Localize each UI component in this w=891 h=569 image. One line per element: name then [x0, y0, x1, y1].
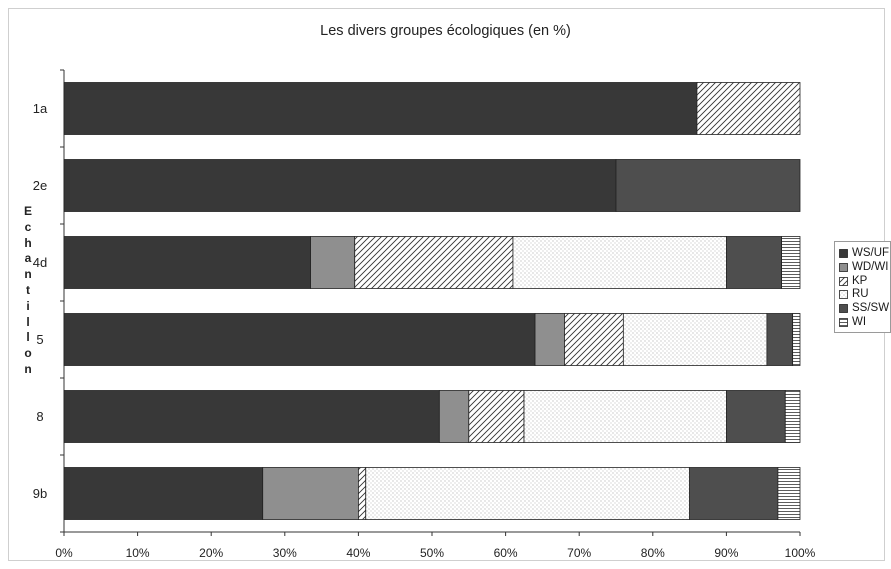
bar-segment-ws-uf — [63, 467, 264, 520]
x-tick-label: 90% — [714, 546, 738, 560]
category-label: 9b — [33, 486, 47, 501]
category-label: 4d — [33, 255, 47, 270]
bar-segment-ss-sw — [726, 236, 783, 289]
legend-label: WI — [852, 316, 867, 328]
y-axis-label-letter: a — [24, 251, 32, 266]
bar-segment-ws-uf — [63, 390, 440, 443]
legend-label: WS/UF — [852, 247, 890, 259]
bar-segment-ss-sw — [766, 313, 794, 366]
y-axis-label-letter: t — [26, 282, 30, 297]
x-tick-label: 60% — [494, 546, 518, 560]
bar-segment-ws-uf — [63, 159, 617, 212]
bar-segment-wi — [781, 236, 801, 289]
bar-segment-ru — [365, 467, 691, 520]
bar-segment-wi — [777, 467, 801, 520]
legend-label: SS/SW — [852, 302, 890, 315]
legend-swatch — [839, 249, 848, 258]
y-axis-label-letter: n — [24, 361, 32, 376]
bar-segment-kp — [354, 236, 514, 289]
x-tick-label: 80% — [641, 546, 665, 560]
y-axis-label-letter: l — [26, 330, 30, 345]
category-label: 2e — [33, 178, 47, 193]
x-tick-label: 30% — [273, 546, 297, 560]
x-tick-label: 50% — [420, 546, 444, 560]
category-label: 5 — [36, 332, 43, 347]
bar-segment-wd-wi — [310, 236, 356, 289]
x-tick-label: 0% — [55, 546, 73, 560]
y-axis-label-letter: l — [26, 314, 30, 329]
x-tick-label: 40% — [346, 546, 370, 560]
bar-segment-ws-uf — [63, 236, 311, 289]
chart-title: Les divers groupes écologiques (en %) — [320, 23, 571, 39]
y-axis-label-letter: h — [24, 235, 32, 250]
legend-label: KP — [852, 274, 868, 287]
bar-segment-wi — [792, 313, 801, 366]
bar-segment-ss-sw — [615, 159, 801, 212]
category-label: 8 — [36, 409, 43, 424]
legend-swatch — [839, 318, 848, 327]
legend-swatch — [839, 276, 848, 286]
bar-segment-kp — [468, 390, 525, 443]
bar-segment-ss-sw — [726, 390, 786, 443]
bar-segment-ws-uf — [63, 313, 536, 366]
bar-segment-kp — [696, 82, 801, 135]
bar-segment-wd-wi — [534, 313, 565, 366]
bar-segment-ru — [512, 236, 727, 289]
legend-label: WD/WI — [852, 260, 889, 273]
bar-segment-ws-uf — [63, 82, 698, 135]
y-axis-label-letter: n — [24, 267, 32, 282]
bar-segment-kp — [564, 313, 624, 366]
bar-segment-ss-sw — [689, 467, 779, 520]
x-tick-label: 100% — [785, 546, 816, 560]
legend: WS/UF WD/WI KP RU SS/SW WI — [834, 241, 891, 333]
legend-swatch — [839, 304, 848, 314]
bar-segment-ru — [622, 313, 768, 366]
legend-label: RU — [852, 288, 869, 301]
bar-segment-ru — [523, 390, 727, 443]
legend-swatch — [839, 290, 848, 300]
x-tick-label: 70% — [567, 546, 591, 560]
bar-segment-wi — [784, 390, 801, 443]
bar-segment-wd-wi — [438, 390, 470, 443]
x-tick-label: 10% — [126, 546, 150, 560]
bar-segment-wd-wi — [262, 467, 359, 520]
y-axis-label-letter: i — [26, 298, 30, 313]
bar-segment-kp — [357, 467, 367, 520]
y-axis-label-letter: E — [23, 204, 32, 218]
legend-swatch — [839, 262, 848, 272]
category-label: 1a — [33, 101, 48, 116]
y-axis-label-letter: o — [24, 346, 32, 361]
y-axis-label-letter: c — [24, 219, 32, 234]
x-tick-label: 20% — [199, 546, 223, 560]
